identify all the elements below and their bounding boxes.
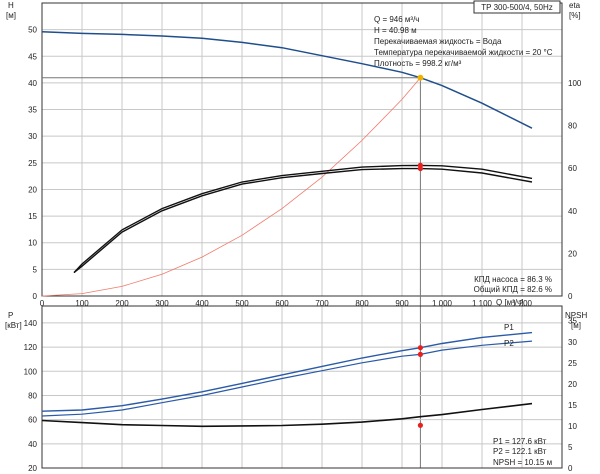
bottom-left-tick-label: 60 [28, 416, 37, 425]
efficiency-info-block: КПД насоса = 86.3 % Общий КПД = 82.6 % [474, 275, 552, 294]
npsh-curve [41, 402, 533, 428]
top-left-tick-label: 0 [33, 292, 38, 301]
top-info-block: Q = 946 м³/ч H = 40.98 м Перекачиваемая … [374, 15, 553, 68]
top-ticks: 0 100 200 300 400 500 600 700 800 900 1 000 1 100 1 … [28, 26, 582, 308]
bottom-left-axis-unit: [кВт] [5, 321, 22, 330]
bottom-right-axis-unit: [м] [571, 321, 581, 330]
top-left-tick-label: 10 [28, 239, 37, 248]
top-x-tick-label: 600 [275, 299, 289, 308]
bottom-left-axis-title: P [8, 311, 13, 320]
bottom-right-tick-label: 5 [568, 443, 573, 452]
bottom-left-tick-label: 40 [28, 440, 37, 449]
top-left-tick-label: 45 [28, 52, 37, 61]
bottom-right-tick-label: 30 [568, 338, 577, 347]
top-grid [41, 3, 562, 297]
bottom-right-tick-label: 20 [568, 380, 577, 389]
info-p1: P1 = 127.6 кВт [493, 437, 547, 446]
top-x-tick-label: 400 [195, 299, 209, 308]
chart-title: TP 300-500/4, 50Hz [481, 3, 552, 12]
top-plot-frame [41, 2, 563, 297]
top-right-axis-unit: [%] [569, 11, 581, 20]
bottom-left-tick-label: 100 [24, 367, 38, 376]
top-left-tick-label: 20 [28, 185, 37, 194]
bottom-right-tick-label: 25 [568, 359, 577, 368]
bottom-left-tick-label: 140 [24, 319, 38, 328]
top-x-axis-label: Q [м³/ч] [496, 298, 523, 307]
info-npsh: NPSH = 10.15 м [493, 458, 552, 467]
top-x-tick-label: 700 [315, 299, 329, 308]
bottom-right-tick-label: 0 [568, 464, 573, 473]
bottom-plot-frame [41, 305, 563, 469]
info-p2: P2 = 122.1 кВт [493, 447, 547, 456]
bottom-ticks: 20 40 60 80 100 120 140 0 5 10 15 20 25 30 35 [24, 317, 578, 473]
top-left-tick-label: 40 [28, 79, 37, 88]
top-panel: 0 100 200 300 400 500 600 700 800 900 1 000 1 100 1 … [28, 2, 582, 468]
duty-point-total-eff-marker [417, 165, 423, 172]
info-liquid: Перекачиваемая жидкость = Вода [374, 37, 502, 46]
top-left-axis-unit: [м] [6, 11, 16, 20]
system-curve [41, 77, 421, 297]
bottom-left-tick-label: 120 [24, 343, 38, 352]
top-x-tick-label: 200 [115, 299, 129, 308]
top-x-tick-label: 900 [395, 299, 409, 308]
top-x-tick-label: 1 200 [512, 299, 533, 308]
title-badge [473, 0, 561, 14]
top-x-tick-label: 1 100 [472, 299, 493, 308]
top-x-tick-label: 800 [355, 299, 369, 308]
duty-point-p2-marker [417, 351, 423, 357]
top-right-tick-label: 40 [568, 207, 577, 216]
total-efficiency-curve [73, 167, 533, 274]
bottom-right-tick-label: 15 [568, 401, 577, 410]
p1-curve-label: P1 [504, 323, 514, 332]
duty-point-p1-marker [417, 345, 423, 351]
bottom-panel: 20 40 60 80 100 120 140 0 5 10 15 20 25 30 35 [24, 305, 578, 473]
top-left-tick-label: 35 [28, 106, 37, 115]
bottom-series-group [41, 331, 533, 428]
top-x-tick-label: 1 000 [432, 299, 453, 308]
bottom-left-tick-label: 20 [28, 464, 37, 473]
bottom-right-tick-label: 10 [568, 422, 577, 431]
info-temperature: Температура перекачиваемой жидкости = 20… [374, 48, 553, 57]
top-left-tick-label: 25 [28, 159, 37, 168]
info-density: Плотность = 998.2 кг/м³ [374, 59, 462, 68]
top-x-tick-label: 500 [235, 299, 249, 308]
info-pump-efficiency: КПД насоса = 86.3 % [474, 275, 552, 284]
top-right-tick-label: 20 [568, 249, 577, 258]
top-x-tick-label: 100 [75, 299, 89, 308]
top-right-tick-label: 0 [568, 292, 573, 301]
top-left-tick-label: 30 [28, 132, 37, 141]
top-left-tick-label: 15 [28, 212, 37, 221]
top-left-tick-label: 50 [28, 26, 37, 35]
bottom-right-tick-label: 35 [568, 317, 577, 326]
top-right-tick-label: 60 [568, 164, 577, 173]
pump-efficiency-curve [73, 164, 533, 274]
top-x-tick-label: 0 [40, 299, 45, 308]
p2-curve [41, 340, 533, 417]
bottom-info-block: P1 = 127.6 кВт P2 = 122.1 кВт NPSH = 10.… [493, 437, 552, 467]
head-curve [41, 31, 533, 129]
top-series-group [41, 31, 533, 468]
top-right-tick-label: 100 [568, 79, 582, 88]
top-left-tick-label: 5 [33, 265, 38, 274]
duty-point-head-marker [417, 74, 424, 81]
info-total-efficiency: Общий КПД = 82.6 % [474, 285, 552, 294]
bottom-grid [41, 306, 562, 469]
info-head: H = 40.98 м [374, 26, 417, 35]
top-left-axis-title: H [8, 1, 14, 10]
top-right-axis-title: eta [569, 1, 581, 10]
top-x-tick-label: 300 [155, 299, 169, 308]
p1-curve [41, 331, 533, 412]
duty-point-npsh-marker [417, 422, 423, 428]
bottom-right-axis-title: NPSH [565, 311, 587, 320]
bottom-left-tick-label: 80 [28, 391, 37, 400]
top-right-tick-label: 80 [568, 122, 577, 131]
info-flow: Q = 946 м³/ч [374, 15, 419, 24]
p2-curve-label: P2 [504, 339, 514, 348]
